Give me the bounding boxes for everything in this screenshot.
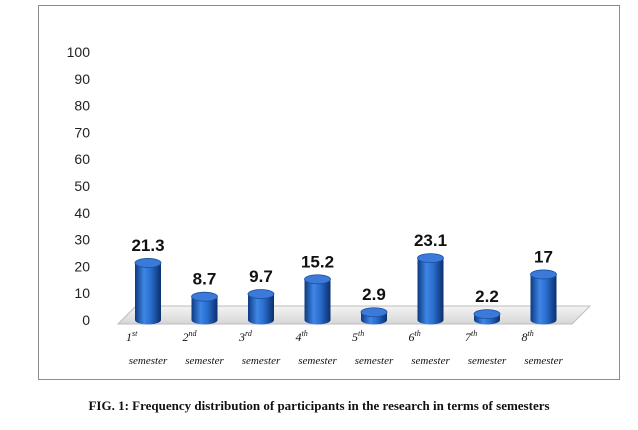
bar-body	[191, 296, 218, 325]
category-label-word: semester	[355, 355, 394, 367]
category-label-superscript: th	[302, 329, 308, 338]
y-tick-label: 20	[74, 258, 90, 274]
category-label-superscript: th	[358, 329, 364, 338]
category-label-word: semester	[524, 355, 563, 367]
category-label-word: semester	[468, 355, 507, 367]
category-label-ordinal: 6th	[409, 329, 421, 344]
bar-6	[417, 253, 444, 325]
category-label-ordinal: 8th	[522, 329, 534, 344]
category-label-ordinal: 2nd	[183, 329, 198, 344]
y-tick-label: 60	[74, 151, 90, 167]
category-label-ordinal: 4th	[296, 329, 308, 344]
bar-4	[304, 274, 331, 325]
bar-top	[304, 274, 331, 285]
category-label-word: semester	[298, 355, 337, 367]
data-label: 21.3	[131, 236, 164, 255]
y-tick-label: 70	[74, 124, 90, 140]
bar-3	[247, 289, 275, 325]
category-label-ordinal: 1st	[126, 329, 138, 344]
y-tick-label: 40	[74, 205, 90, 221]
bar-body	[135, 262, 161, 325]
data-label: 8.7	[193, 270, 217, 289]
bar-top	[191, 291, 218, 302]
bar-body	[248, 294, 274, 325]
data-label: 2.9	[362, 285, 386, 304]
category-label-superscript: th	[415, 329, 421, 338]
category-label-superscript: rd	[245, 329, 253, 338]
bar-top	[134, 258, 162, 268]
bar-top	[473, 309, 501, 320]
data-label: 23.1	[414, 231, 447, 250]
bar-8	[530, 269, 557, 325]
bar-1	[134, 258, 162, 325]
bar-top	[417, 253, 444, 263]
y-tick-label: 50	[74, 178, 90, 194]
category-label-ordinal: 3rd	[238, 329, 253, 344]
bar-5	[360, 307, 388, 325]
data-label: 2.2	[475, 287, 499, 306]
category-label-superscript: th	[528, 329, 534, 338]
bar-7	[473, 309, 501, 325]
y-tick-label: 100	[67, 44, 91, 60]
data-label: 9.7	[249, 267, 273, 286]
category-label-ordinal: 5th	[352, 329, 364, 344]
bar-body	[304, 279, 331, 325]
category-label-superscript: th	[471, 329, 477, 338]
bar-chart: 0 10 20 30 40 50 60 70 80 90 100 21.3 8.7 9.7 15.2 2.9…	[67, 44, 592, 367]
category-label-word: semester	[185, 355, 224, 367]
y-tick-label: 10	[74, 285, 90, 301]
bar-body	[417, 258, 444, 325]
figure-caption: FIG. 1: Frequency distribution of partic…	[88, 398, 550, 413]
category-label-word: semester	[129, 355, 168, 367]
y-tick-label: 90	[74, 71, 90, 87]
y-tick-label: 80	[74, 98, 90, 114]
bar-top	[530, 269, 557, 280]
bar-2	[191, 291, 218, 325]
chart-floor	[116, 305, 592, 325]
bar-body	[530, 274, 557, 325]
data-label: 17	[534, 247, 553, 266]
data-label: 15.2	[301, 252, 334, 271]
y-tick-label: 30	[74, 232, 90, 248]
category-label-superscript: st	[132, 329, 138, 338]
bar-top	[247, 289, 275, 299]
category-label-word: semester	[242, 355, 281, 367]
bar-top	[360, 307, 388, 318]
y-tick-label: 0	[82, 312, 90, 328]
category-label-superscript: nd	[189, 329, 198, 338]
category-label-ordinal: 7th	[465, 329, 477, 344]
category-label-word: semester	[411, 355, 450, 367]
